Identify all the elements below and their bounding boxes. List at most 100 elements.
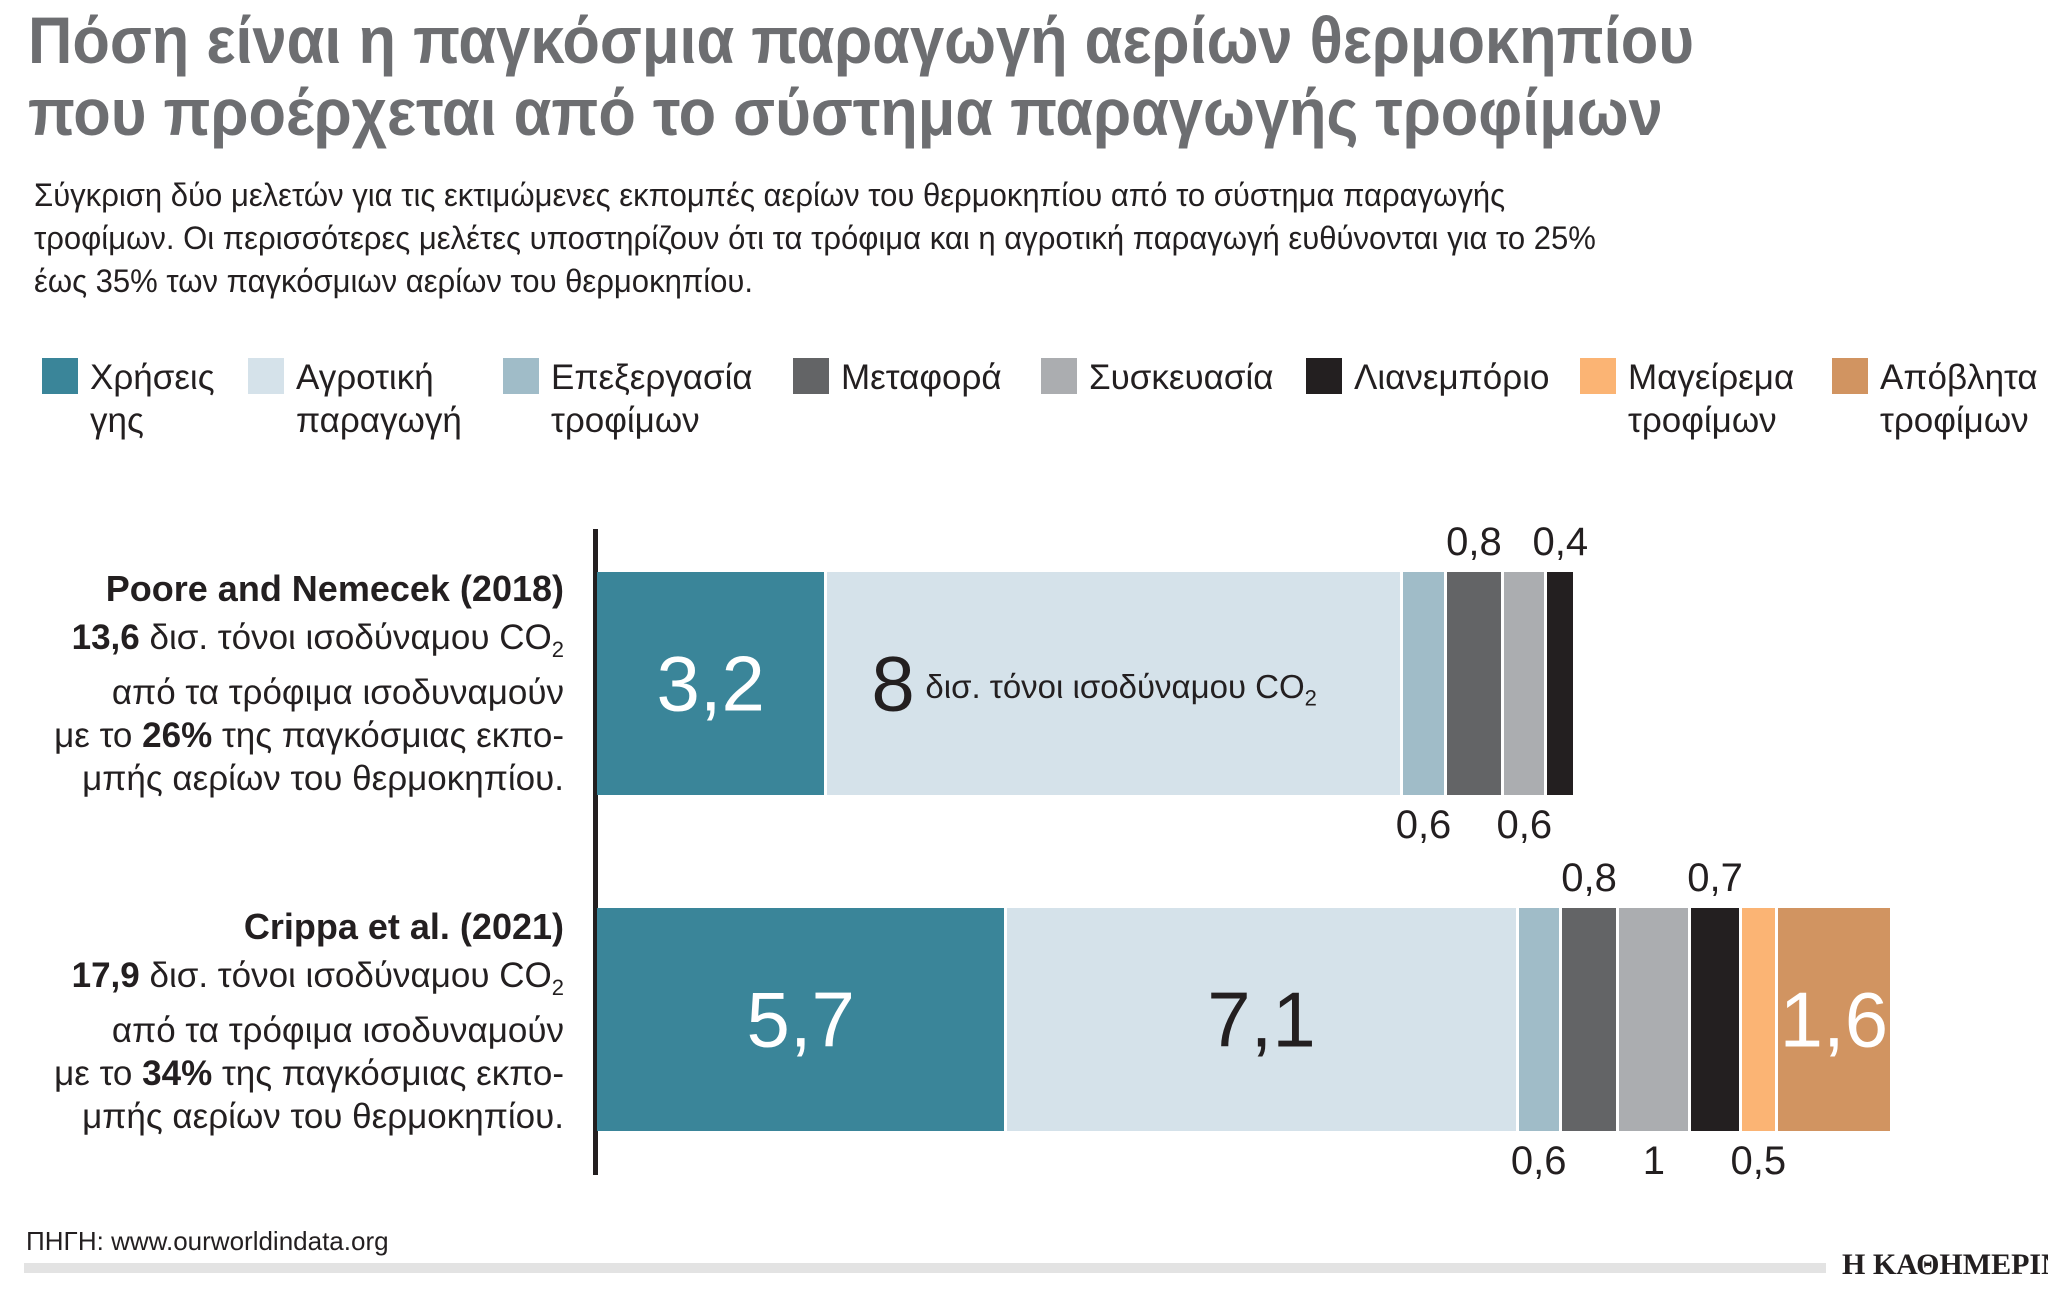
data-label: 0,6 bbox=[1510, 1139, 1567, 1183]
legend-swatch bbox=[1306, 358, 1342, 394]
data-label: 0,8 bbox=[1561, 856, 1617, 900]
bar-segment bbox=[1691, 908, 1742, 1131]
legend-label-line: τροφίμων bbox=[551, 401, 700, 440]
legend-label: Χρήσεις γης bbox=[90, 356, 215, 442]
y-axis-line bbox=[593, 529, 598, 1175]
legend-swatch bbox=[1041, 358, 1077, 394]
legend-item: Λιανεμπόριο bbox=[1306, 356, 1549, 399]
data-label: 0,8 bbox=[1446, 520, 1502, 564]
bar-segment bbox=[1561, 908, 1620, 1131]
subtitle-line-1: Σύγκριση δύο μελετών για τις εκτιμώμενες… bbox=[34, 177, 1506, 213]
study-2-total-line: 17,9 δισ. τόνοι ισοδύναμου CO2 bbox=[54, 954, 564, 1009]
bar-segment bbox=[597, 572, 828, 795]
data-label: 0,4 bbox=[1532, 520, 1589, 564]
bar-segment bbox=[1777, 908, 1893, 1131]
data-label: 8 bbox=[871, 639, 915, 727]
study-1-line-3-post: της παγκόσμιας εκπο- bbox=[221, 716, 564, 755]
bar-segment bbox=[827, 572, 1404, 795]
study-1-unit-sub: 2 bbox=[551, 637, 564, 662]
study-1-line-3: με το 26% της παγκόσμιας εκπο- bbox=[54, 714, 564, 757]
legend-label-line: Απόβλητα bbox=[1880, 358, 2038, 397]
footer-rule bbox=[24, 1263, 1826, 1273]
legend-swatch bbox=[1832, 358, 1868, 394]
legend-item: Χρήσεις γης bbox=[42, 356, 215, 442]
data-label: 1 bbox=[1642, 1139, 1666, 1183]
study-1-total: 13,6 bbox=[71, 618, 140, 657]
study-2-name: Crippa et al. (2021) bbox=[243, 906, 564, 947]
study-2-share: 34% bbox=[142, 1054, 213, 1093]
data-label: 3,2 bbox=[656, 639, 765, 727]
legend-item: Απόβλητα τροφίμων bbox=[1832, 356, 2038, 442]
legend-swatch bbox=[42, 358, 78, 394]
legend-label-line: Λιανεμπόριο bbox=[1354, 358, 1550, 397]
study-2-line-3-pre: με το bbox=[54, 1054, 133, 1093]
data-label: 5,7 bbox=[746, 975, 855, 1063]
bar-unit-label: δισ. τόνοι ισοδύναμου CO2 bbox=[925, 668, 1317, 712]
legend-label: Λιανεμπόριο bbox=[1354, 356, 1549, 399]
study-1-line-2: από τα τρόφιμα ισοδυναμούν bbox=[111, 673, 564, 712]
study-2-line-3: με το 34% της παγκόσμιας εκπο- bbox=[54, 1052, 564, 1095]
chart-title-line-1: Πόση είναι η παγκόσμια παραγωγή αερίων θ… bbox=[28, 3, 1694, 77]
legend-label-line: Συσκευασία bbox=[1089, 358, 1274, 397]
legend-label-line: Μαγείρεμα bbox=[1628, 358, 1795, 397]
legend-item: Μαγείρεμα τροφίμων bbox=[1580, 356, 1794, 442]
bar-segment bbox=[1504, 572, 1548, 795]
legend-label: Απόβλητα τροφίμων bbox=[1880, 356, 2038, 442]
bar-segment bbox=[1547, 572, 1577, 795]
legend-label-line: τροφίμων bbox=[1880, 401, 2029, 440]
study-1-description: Poore and Nemecek (2018) 13,6 δισ. τόνοι… bbox=[54, 567, 564, 800]
data-label: 0,6 bbox=[1395, 803, 1452, 847]
bar-unit-text: δισ. τόνοι ισοδύναμου CO bbox=[925, 667, 1305, 705]
legend-item: Αγροτική παραγωγή bbox=[248, 356, 462, 442]
study-1-unit: δισ. τόνοι ισοδύναμου CO bbox=[149, 618, 552, 657]
legend-item: Επεξεργασία τροφίμων bbox=[503, 356, 753, 442]
subtitle-line-3: έως 35% των παγκόσμιων αερίων του θερμοκ… bbox=[34, 263, 754, 299]
subtitle-line-2: τροφίμων. Οι περισσότερες μελέτες υποστη… bbox=[34, 220, 1596, 256]
legend-label-line: Μεταφορά bbox=[841, 358, 1002, 397]
study-2-description: Crippa et al. (2021) 17,9 δισ. τόνοι ισο… bbox=[54, 905, 564, 1138]
bar-segment bbox=[1619, 908, 1692, 1131]
study-2-total: 17,9 bbox=[71, 956, 140, 995]
source-note: ΠΗΓΗ: www.ourworldindata.org bbox=[26, 1226, 389, 1256]
data-label: 7,1 bbox=[1207, 975, 1316, 1063]
study-1-line-4: μπής αερίων του θερμοκηπίου. bbox=[82, 759, 564, 798]
bar-unit-sub: 2 bbox=[1304, 685, 1317, 711]
study-2-line-2: από τα τρόφιμα ισοδυναμούν bbox=[111, 1011, 564, 1050]
data-label: 0,5 bbox=[1730, 1139, 1787, 1183]
legend-swatch bbox=[1580, 358, 1616, 394]
legend-label-line: Επεξεργασία bbox=[551, 358, 753, 397]
legend-label: Μεταφορά bbox=[841, 356, 1002, 399]
legend-label-line: γης bbox=[90, 401, 144, 440]
study-1-share: 26% bbox=[142, 716, 213, 755]
legend-label-line: παραγωγή bbox=[296, 401, 462, 440]
legend-label: Επεξεργασία τροφίμων bbox=[551, 356, 753, 442]
legend-label: Μαγείρεμα τροφίμων bbox=[1628, 356, 1794, 442]
legend-label-line: τροφίμων bbox=[1628, 401, 1777, 440]
legend-label: Αγροτική παραγωγή bbox=[296, 356, 462, 442]
bar-segment bbox=[597, 908, 1008, 1131]
bar-segment bbox=[1403, 572, 1447, 795]
legend-swatch bbox=[793, 358, 829, 394]
study-2-unit: δισ. τόνοι ισοδύναμου CO bbox=[149, 956, 552, 995]
publisher-logo: Η ΚΑΘΗΜΕΡΙΝΗ bbox=[1842, 1248, 2048, 1281]
study-1-name: Poore and Nemecek (2018) bbox=[105, 568, 564, 609]
study-2-unit-sub: 2 bbox=[551, 975, 564, 1000]
legend-swatch bbox=[503, 358, 539, 394]
data-label: 0,7 bbox=[1687, 856, 1743, 900]
study-2-line-4: μπής αερίων του θερμοκηπίου. bbox=[82, 1097, 564, 1136]
bar-segment bbox=[1518, 908, 1562, 1131]
data-label: 1,6 bbox=[1779, 975, 1889, 1063]
bar-segment bbox=[1446, 572, 1505, 795]
study-2-line-3-post: της παγκόσμιας εκπο- bbox=[221, 1054, 564, 1093]
chart-title-line-2: που προέρχεται από το σύστημα παραγωγής … bbox=[28, 75, 1663, 149]
bar-segment bbox=[1741, 908, 1778, 1131]
legend-label-line: Χρήσεις bbox=[90, 358, 215, 397]
legend-swatch bbox=[248, 358, 284, 394]
data-label: 0,6 bbox=[1496, 803, 1553, 847]
legend-label-line: Αγροτική bbox=[296, 358, 434, 397]
study-1-line-3-pre: με το bbox=[54, 716, 133, 755]
legend-item: Συσκευασία bbox=[1041, 356, 1273, 399]
study-1-total-line: 13,6 δισ. τόνοι ισοδύναμου CO2 bbox=[54, 616, 564, 671]
legend-item: Μεταφορά bbox=[793, 356, 1002, 399]
legend-label: Συσκευασία bbox=[1089, 356, 1273, 399]
